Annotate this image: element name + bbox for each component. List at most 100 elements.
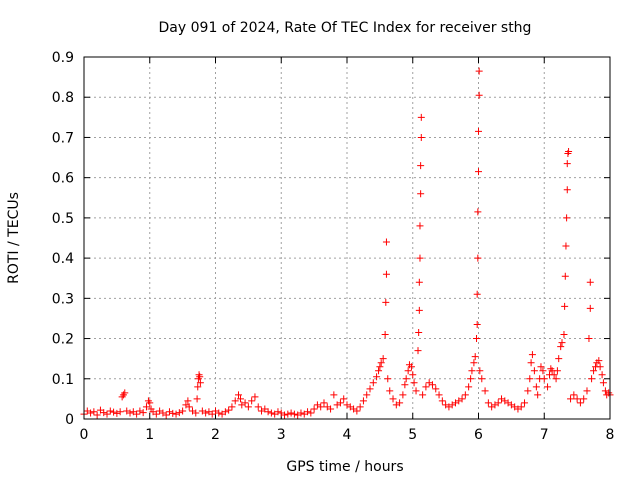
data-point (172, 410, 180, 418)
data-point (373, 373, 381, 381)
data-point (87, 409, 95, 417)
data-point (598, 371, 606, 379)
data-point (142, 403, 150, 411)
data-point (484, 399, 492, 407)
x-axis-label: GPS time / hours (286, 459, 403, 475)
data-point (474, 208, 482, 216)
data-point (599, 379, 607, 387)
data-point (521, 399, 529, 407)
data-point (136, 407, 144, 415)
data-point (106, 407, 114, 415)
data-point (563, 186, 571, 194)
data-point (221, 408, 229, 416)
data-point (241, 399, 249, 407)
data-point (194, 383, 202, 391)
data-point (231, 397, 239, 405)
data-point (560, 331, 568, 339)
data-point (340, 395, 348, 403)
data-point (596, 363, 604, 371)
data-point (317, 403, 325, 411)
data-point (116, 408, 124, 416)
data-point (595, 357, 603, 365)
chart-title: Day 091 of 2024, Rate Of TEC Index for r… (159, 20, 532, 36)
data-point (539, 367, 547, 375)
data-point (409, 371, 417, 379)
data-point (583, 387, 591, 395)
data-point (369, 379, 377, 387)
data-point (196, 379, 204, 387)
data-point (290, 410, 298, 418)
data-point (417, 133, 425, 141)
y-tick-label: 0.6 (52, 171, 74, 187)
data-point (435, 391, 443, 399)
data-point (412, 387, 420, 395)
data-point (544, 383, 552, 391)
data-point (528, 351, 536, 359)
data-point (284, 410, 292, 418)
data-point (185, 403, 193, 411)
x-tick-label: 8 (606, 427, 615, 443)
data-point (576, 399, 584, 407)
data-point (139, 409, 147, 417)
data-point (534, 391, 542, 399)
data-point (162, 411, 170, 419)
data-point (562, 242, 570, 250)
data-point (465, 383, 473, 391)
data-point (471, 353, 479, 361)
data-point (410, 379, 418, 387)
data-point (475, 91, 483, 99)
data-point (561, 302, 569, 310)
data-point (375, 367, 383, 375)
data-point (419, 391, 427, 399)
data-point (336, 399, 344, 407)
data-point (458, 395, 466, 403)
data-point (121, 389, 129, 397)
data-point (428, 381, 436, 389)
data-point (473, 320, 481, 328)
data-point (401, 381, 409, 389)
data-point (307, 409, 315, 417)
data-point (417, 190, 425, 198)
data-point (416, 254, 424, 262)
data-point (379, 355, 387, 363)
x-tick-label: 5 (408, 427, 417, 443)
data-point (555, 355, 563, 363)
data-point (475, 168, 482, 176)
data-point (381, 331, 389, 339)
data-point (590, 367, 598, 375)
data-point (561, 272, 569, 280)
data-point (422, 383, 430, 391)
x-tick-label: 7 (540, 427, 549, 443)
data-point (474, 254, 482, 262)
data-point (417, 162, 425, 170)
data-point (481, 387, 489, 395)
y-tick-label: 0.1 (52, 372, 74, 388)
data-point (527, 359, 535, 367)
data-point (384, 375, 392, 383)
data-point (327, 405, 335, 413)
data-point (570, 391, 578, 399)
data-point (557, 343, 565, 351)
data-point (169, 409, 177, 417)
data-point (353, 407, 361, 415)
data-point (192, 409, 200, 417)
x-tick-label: 0 (80, 427, 89, 443)
x-tick-label: 2 (211, 427, 220, 443)
data-point (165, 408, 173, 416)
data-point (417, 113, 425, 121)
data-points (80, 67, 614, 419)
data-point (586, 278, 594, 286)
data-point (396, 399, 404, 407)
y-tick-label: 0.8 (52, 90, 74, 106)
data-point (399, 391, 407, 399)
data-point (202, 409, 210, 417)
data-point (537, 363, 545, 371)
data-point (126, 409, 134, 417)
data-point (133, 410, 141, 418)
data-point (356, 403, 364, 411)
x-tick-label: 1 (145, 427, 154, 443)
data-point (196, 373, 204, 381)
data-point (475, 127, 482, 135)
data-point (264, 408, 272, 416)
